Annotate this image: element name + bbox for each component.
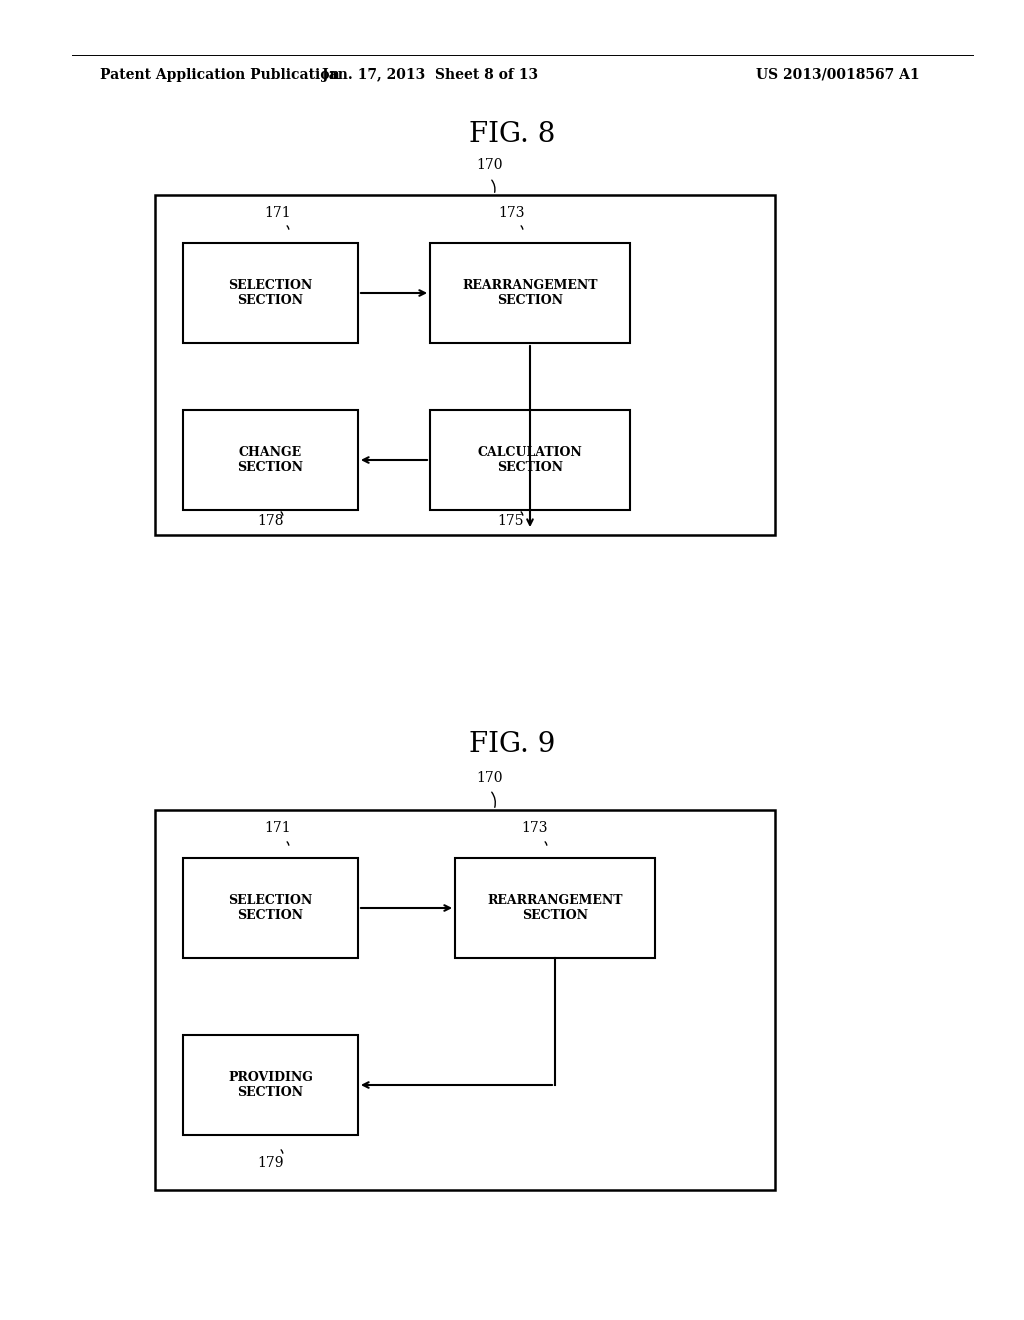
Text: 173: 173 [499, 206, 525, 220]
Text: CHANGE
SECTION: CHANGE SECTION [238, 446, 303, 474]
Text: 171: 171 [264, 821, 291, 836]
Text: 173: 173 [522, 821, 548, 836]
Bar [183, 243, 358, 343]
Text: REARRANGEMENT
SECTION: REARRANGEMENT SECTION [487, 894, 623, 921]
Text: 178: 178 [258, 513, 285, 528]
Text: FIG. 9: FIG. 9 [469, 731, 555, 759]
Text: REARRANGEMENT
SECTION: REARRANGEMENT SECTION [462, 279, 598, 308]
Bar [183, 858, 358, 958]
Text: US 2013/0018567 A1: US 2013/0018567 A1 [757, 69, 920, 82]
Text: PROVIDING
SECTION: PROVIDING SECTION [228, 1071, 313, 1100]
Text: SELECTION
SECTION: SELECTION SECTION [228, 894, 312, 921]
Text: CALCULATION
SECTION: CALCULATION SECTION [477, 446, 583, 474]
Bar [183, 1035, 358, 1135]
Bar [155, 810, 775, 1191]
Text: Patent Application Publication: Patent Application Publication [100, 69, 340, 82]
Text: SELECTION
SECTION: SELECTION SECTION [228, 279, 312, 308]
Bar [155, 195, 775, 535]
Text: 170: 170 [477, 771, 503, 785]
Text: 175: 175 [498, 513, 524, 528]
Text: 171: 171 [264, 206, 291, 220]
Text: 170: 170 [477, 158, 503, 172]
Text: Jan. 17, 2013  Sheet 8 of 13: Jan. 17, 2013 Sheet 8 of 13 [322, 69, 538, 82]
Bar [183, 411, 358, 510]
Bar [430, 243, 630, 343]
Bar [455, 858, 655, 958]
Text: 179: 179 [258, 1156, 285, 1170]
Bar [430, 411, 630, 510]
Text: FIG. 8: FIG. 8 [469, 121, 555, 149]
